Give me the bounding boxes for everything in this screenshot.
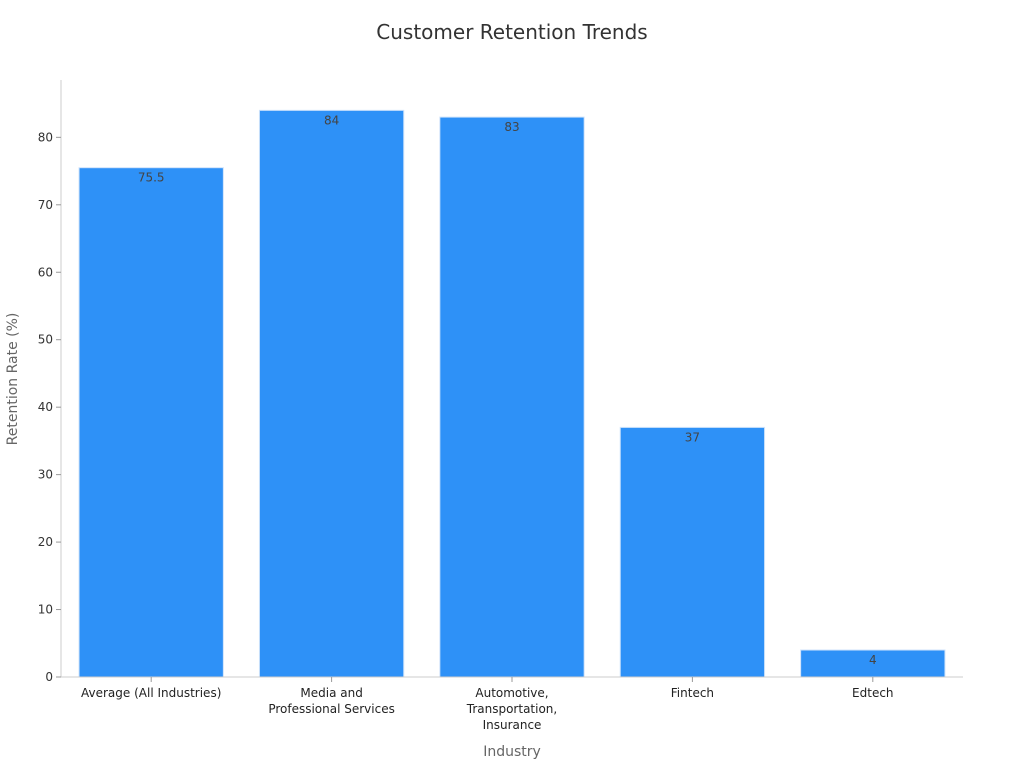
y-tick-label: 30: [38, 468, 53, 482]
bar-value-label: 83: [504, 120, 519, 134]
x-tick-label: Edtech: [852, 686, 894, 700]
y-tick-label: 0: [45, 670, 53, 684]
data-labels-layer: 75.5 84 83 37 4: [138, 113, 877, 667]
y-tick-label: 50: [38, 333, 53, 347]
bars-layer: [78, 109, 946, 678]
bar: [439, 116, 585, 678]
y-tick-label: 40: [38, 400, 53, 414]
bar: [78, 167, 224, 678]
x-ticks-layer: Average (All Industries) Media and Profess…: [81, 677, 894, 732]
x-tick-label: Media and Professional Services: [268, 686, 395, 716]
bar-value-label: 37: [685, 430, 700, 444]
chart-title: Customer Retention Trends: [376, 20, 648, 44]
y-axis-title: Retention Rate (%): [5, 313, 21, 446]
y-tick-label: 20: [38, 535, 53, 549]
y-tick-label: 60: [38, 265, 53, 279]
y-tick-label: 80: [38, 130, 53, 144]
bar: [619, 426, 766, 678]
x-tick-label: Average (All Industries): [81, 686, 221, 700]
bar: [800, 649, 946, 678]
bar-value-label: 4: [869, 653, 877, 667]
x-tick-label: Fintech: [671, 686, 714, 700]
y-tick-label: 70: [38, 198, 53, 212]
y-ticks-layer: 0 10 20 30 40 50 60 70 80: [38, 130, 61, 684]
bar-value-label: 84: [324, 113, 339, 127]
bar: [258, 109, 405, 678]
y-tick-label: 10: [38, 603, 53, 617]
x-axis-title: Industry: [483, 744, 541, 760]
bar-value-label: 75.5: [138, 171, 165, 185]
x-tick-label: Automotive, Transportation, Insurance: [466, 686, 557, 732]
